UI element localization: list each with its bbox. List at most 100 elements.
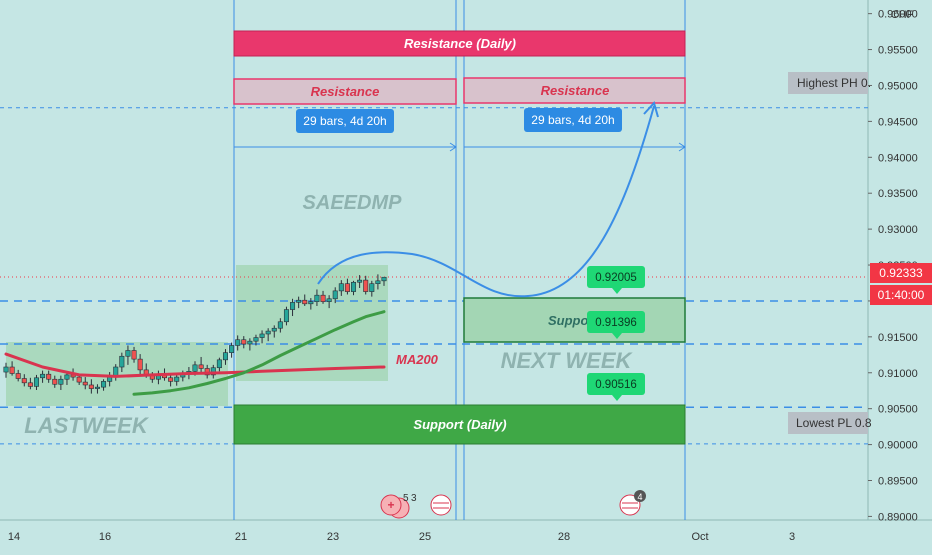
candle: [64, 372, 70, 385]
candles-group: [3, 274, 387, 394]
candle: [222, 349, 228, 365]
candle-body: [9, 366, 15, 374]
x-tick-label: 28: [558, 531, 570, 543]
resistance-label-right: Resistance: [541, 83, 610, 98]
resistance-label-left: Resistance: [311, 84, 380, 99]
current-week-zone: [236, 265, 388, 381]
candle-body: [131, 350, 137, 360]
candle: [259, 330, 265, 344]
swiss-cross-icon: +: [387, 498, 394, 512]
y-tick-label: 0.94500: [878, 116, 918, 128]
candle-body: [21, 378, 27, 384]
candle: [320, 290, 326, 304]
price-tag-pointer-3: [612, 395, 622, 401]
candle-body: [222, 352, 228, 361]
x-tick-label: 3: [789, 531, 795, 543]
countdown-value: 01:40:00: [878, 288, 925, 302]
series-group: [4, 310, 386, 396]
candle-body: [235, 339, 241, 346]
candle: [296, 296, 302, 309]
us-flag-icon-2[interactable]: [619, 494, 641, 516]
y-tick-label: 0.93000: [878, 224, 918, 236]
price-tag-box-1: [587, 266, 645, 288]
x-tick-label: Oct: [691, 531, 708, 543]
candle: [9, 361, 15, 376]
measure-label-box-right: [524, 108, 622, 132]
y-tick-label: 0.95000: [878, 80, 918, 92]
candle: [241, 336, 247, 349]
candle: [21, 374, 27, 387]
candle-body: [332, 290, 338, 300]
candle-body: [241, 339, 247, 345]
resistance-box-right[interactable]: [463, 77, 686, 104]
candle: [82, 377, 88, 390]
candle-body: [290, 302, 296, 310]
time-axis[interactable]: 14 16 21 23 25 28 Oct 3: [8, 531, 795, 543]
y-tick-label: 0.96000: [878, 9, 918, 21]
y-tick-label: 0.93500: [878, 188, 918, 200]
candle: [253, 334, 259, 346]
resistance-box-left[interactable]: [233, 78, 457, 105]
candle: [229, 342, 235, 358]
candle: [15, 369, 21, 382]
highest-ph-box: [788, 72, 868, 94]
candle: [363, 275, 369, 295]
candle: [344, 278, 350, 295]
event-badges[interactable]: + 5 3 4: [380, 490, 646, 519]
candle: [94, 384, 100, 394]
candle: [326, 295, 332, 309]
current-price-box: [870, 263, 932, 283]
candle-body: [283, 309, 289, 323]
candle-body: [82, 381, 88, 386]
event-count-2: 3: [411, 493, 417, 504]
watermark-text: SAEEDMP: [303, 192, 403, 214]
support-box[interactable]: [463, 297, 686, 343]
candle-body: [344, 283, 350, 292]
candle-body: [94, 386, 100, 389]
candle: [119, 352, 125, 373]
candle-body: [125, 350, 131, 357]
candle-body: [174, 376, 180, 382]
candle: [381, 276, 387, 286]
candle: [40, 370, 46, 383]
candle: [131, 346, 137, 363]
zone-boxes: Resistance (Daily) Resistance Resistance…: [233, 30, 686, 445]
candle: [3, 362, 9, 378]
candle-body: [320, 294, 326, 302]
candle-body: [101, 381, 107, 388]
us-flag-icon-1[interactable]: [430, 494, 452, 516]
candle: [174, 374, 180, 386]
candle: [283, 306, 289, 326]
candle-body: [314, 294, 320, 302]
x-tick-label: 16: [99, 531, 111, 543]
price-tag-2: 0.91396: [595, 317, 637, 329]
currency-label: CHF: [891, 9, 914, 21]
lastweek-text: LASTWEEK: [24, 413, 150, 438]
event-flag-icon-2[interactable]: [380, 494, 402, 516]
candle: [101, 379, 107, 391]
support-daily-box[interactable]: [233, 404, 686, 445]
candle-body: [33, 377, 39, 387]
candle: [58, 375, 64, 390]
candle: [302, 294, 308, 306]
candle: [216, 357, 222, 372]
current-price-tag: 0.92333 01:40:00: [870, 263, 932, 305]
candle: [46, 370, 52, 383]
projection-arrowhead: [643, 100, 659, 118]
candle-body: [198, 364, 204, 369]
price-tag-3: 0.90516: [595, 379, 637, 391]
price-tag-box-3: [587, 373, 645, 395]
measure-label-right: 29 bars, 4d 20h: [531, 113, 614, 127]
resistance-daily-box[interactable]: [233, 30, 686, 57]
candle-body: [381, 276, 387, 282]
candle-body: [3, 366, 9, 373]
y-tick-label: 0.90000: [878, 440, 918, 452]
candle-body: [216, 359, 222, 369]
lowest-pl-box: [788, 412, 868, 434]
candle-body: [113, 366, 119, 376]
price-tag-pointer-1: [612, 288, 622, 294]
candle-body: [247, 340, 253, 345]
candle-body: [27, 382, 33, 387]
